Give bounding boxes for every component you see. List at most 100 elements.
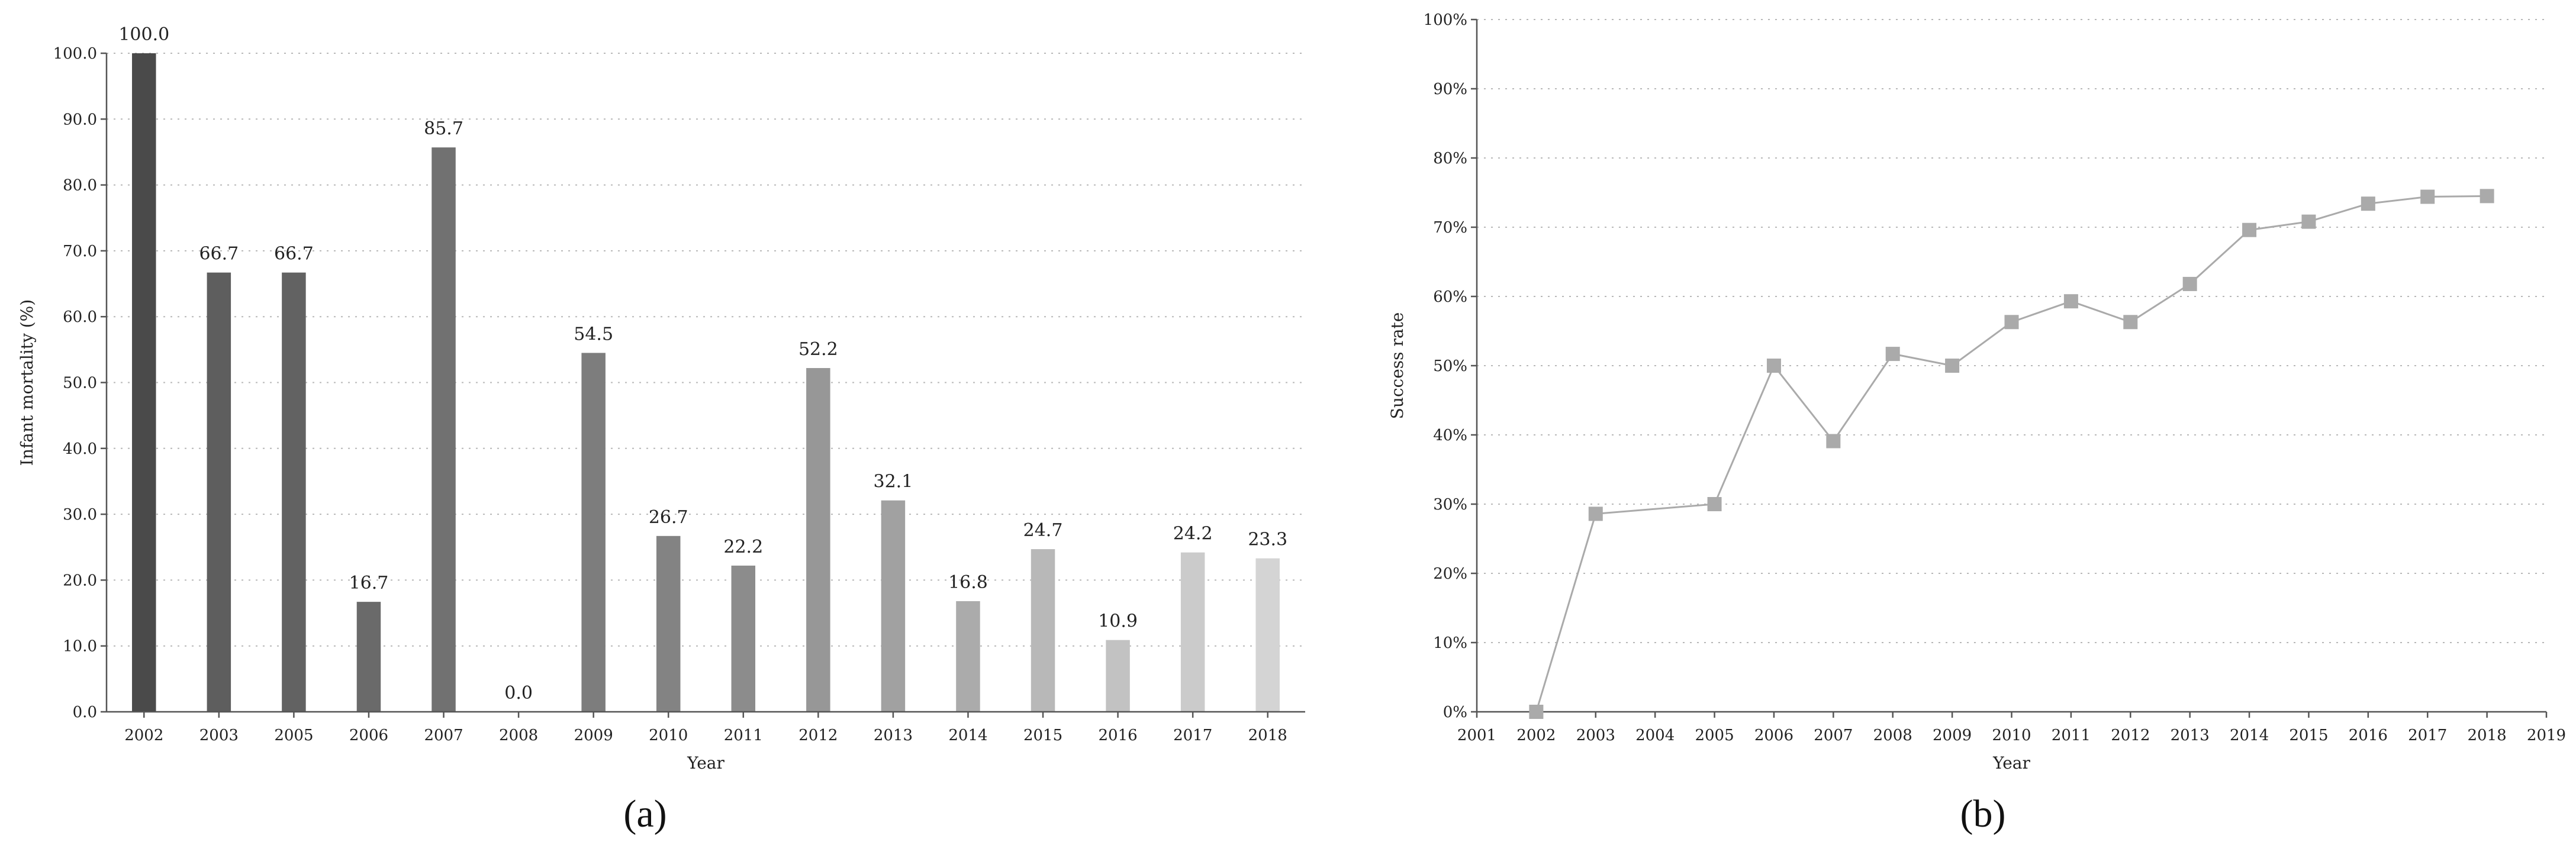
chart-b-y-tick-label: 60%: [1433, 288, 1467, 306]
chart-b-point-marker: [1885, 347, 1900, 362]
chart-a-bar: [207, 272, 231, 712]
chart-a-bar: [1106, 640, 1130, 712]
chart-b-point-marker: [2301, 214, 2316, 229]
chart-b-y-tick-label: 50%: [1433, 357, 1467, 375]
chart-a-bar: [1255, 558, 1280, 712]
chart-a-x-tick-label: 2018: [1248, 727, 1287, 744]
chart-b-y-tick-label: 0%: [1443, 704, 1467, 721]
chart-b-x-tick-label: 2002: [1516, 727, 1556, 744]
chart-a-y-tick-label: 100.0: [53, 45, 97, 63]
chart-a-x-axis-label: Year: [687, 753, 724, 773]
chart-b-x-tick-label: 2015: [2289, 727, 2328, 744]
chart-a-bar: [806, 368, 830, 712]
chart-b-x-tick-label: 2007: [1814, 727, 1853, 744]
chart-b-x-tick-label: 2019: [2527, 727, 2566, 744]
chart-b-x-tick-label: 2011: [2052, 727, 2091, 744]
chart-b-x-tick-label: 2004: [1635, 727, 1675, 744]
chart-b-point-marker: [2420, 189, 2435, 204]
chart-b-y-tick-label: 100%: [1424, 11, 1467, 29]
chart-a-data-label: 54.5: [574, 324, 613, 344]
chart-a-bar: [282, 272, 306, 712]
chart-a-bar: [656, 535, 681, 712]
chart-b-x-tick-label: 2018: [2468, 727, 2507, 744]
chart-b-y-tick-label: 80%: [1433, 150, 1467, 167]
chart-a-data-label: 32.1: [874, 472, 913, 492]
chart-a-data-label: 26.7: [649, 507, 688, 528]
chart-a-y-tick-label: 90.0: [63, 111, 97, 128]
chart-a-x-tick-label: 2005: [274, 727, 313, 744]
chart-b-point-marker: [2063, 294, 2078, 309]
chart-a-x-tick-label: 2013: [874, 727, 913, 744]
chart-b-y-tick-label: 70%: [1433, 219, 1467, 237]
chart-b-point-marker: [2123, 315, 2138, 330]
chart-a-bar: [956, 601, 980, 712]
chart-a-bar: [581, 353, 606, 712]
chart-a-data-label: 66.7: [274, 244, 314, 264]
chart-a-data-label: 52.2: [798, 339, 838, 360]
chart-b-x-tick-label: 2017: [2408, 727, 2447, 744]
chart-a-x-tick-label: 2017: [1173, 727, 1212, 744]
chart-b-point-marker: [2004, 315, 2019, 330]
chart-a-y-tick-label: 0.0: [73, 704, 97, 721]
chart-a-x-tick-label: 2003: [199, 727, 239, 744]
chart-a: 0.0 10.0 20.0 30.0 40.0 50.0 60.0 70.0 80.0 90.0 1…: [17, 24, 1305, 773]
chart-a-x-tick-label: 2007: [424, 727, 463, 744]
chart-a-data-label: 10.9: [1098, 611, 1138, 632]
chart-a-bar: [432, 147, 456, 712]
chart-b-x-tick-label: 2006: [1754, 727, 1793, 744]
chart-b-x-tick-label: 2016: [2349, 727, 2388, 744]
chart-a-bar: [1180, 552, 1205, 712]
chart-b-x-tick-label: 2010: [1992, 727, 2031, 744]
chart-b-x-axis-label: Year: [1992, 753, 2030, 773]
chart-b-x-tick-label: 2003: [1576, 727, 1615, 744]
chart-b-point-marker: [2242, 222, 2257, 237]
chart-a-data-label: 16.7: [349, 573, 389, 593]
chart-b-x-tick-label: 2008: [1873, 727, 1912, 744]
chart-a-x-tick-label: 2008: [499, 727, 538, 744]
chart-b-x-tick-label: 2012: [2111, 727, 2150, 744]
chart-a-y-tick-label: 20.0: [63, 572, 97, 589]
chart-b-x-tick-label: 2014: [2230, 727, 2269, 744]
chart-a-x-tick-label: 2015: [1023, 727, 1062, 744]
chart-a-bar: [881, 500, 906, 712]
chart-a-panel-label: (a): [623, 792, 666, 835]
chart-a-bar: [1031, 549, 1055, 712]
chart-b: 0% 10% 20% 30% 40% 50% 60% 70% 80% 90% 100% 2001 200…: [1387, 11, 2566, 773]
chart-a-y-tick-label: 30.0: [63, 506, 97, 524]
chart-b-y-tick-label: 30%: [1433, 496, 1467, 514]
chart-a-bar: [731, 565, 756, 712]
chart-a-y-tick-label: 80.0: [63, 177, 97, 195]
chart-a-y-axis-label: Infant mortality (%): [17, 299, 37, 466]
chart-a-x-tick-label: 2016: [1099, 727, 1138, 744]
chart-a-bar: [356, 602, 381, 712]
chart-b-x-tick-label: 2001: [1457, 727, 1496, 744]
chart-a-data-label: 24.7: [1023, 520, 1063, 541]
chart-a-y-tick-label: 40.0: [63, 440, 97, 458]
chart-b-y-tick-label: 90%: [1433, 80, 1467, 98]
chart-a-data-label: 24.2: [1173, 524, 1213, 544]
chart-a-data-label: 23.3: [1248, 530, 1287, 550]
chart-b-point-marker: [2182, 276, 2197, 291]
chart-a-bar: [132, 53, 156, 712]
chart-b-series-line: [1535, 195, 2487, 712]
chart-b-y-tick-label: 40%: [1433, 427, 1467, 444]
chart-a-x-tick-label: 2011: [724, 727, 763, 744]
chart-b-point-marker: [1707, 497, 1722, 511]
chart-b-point-marker: [1945, 359, 1960, 373]
chart-b-point-marker: [1766, 359, 1781, 373]
chart-a-x-tick-label: 2012: [798, 727, 838, 744]
chart-b-point-marker: [1826, 434, 1841, 449]
chart-a-x-tick-label: 2014: [948, 727, 987, 744]
chart-a-y-tick-label: 50.0: [63, 375, 97, 392]
chart-b-point-marker: [2361, 196, 2375, 211]
chart-b-y-axis-label: Success rate: [1387, 312, 1407, 420]
chart-b-x-tick-label: 2009: [1933, 727, 1972, 744]
chart-a-y-tick-label: 60.0: [63, 308, 97, 326]
chart-b-point-marker: [2480, 189, 2494, 204]
chart-b-x-tick-label: 2013: [2171, 727, 2210, 744]
chart-a-data-label: 22.2: [723, 537, 763, 557]
chart-a-x-tick-label: 2010: [649, 727, 688, 744]
chart-b-x-tick-label: 2005: [1695, 727, 1734, 744]
